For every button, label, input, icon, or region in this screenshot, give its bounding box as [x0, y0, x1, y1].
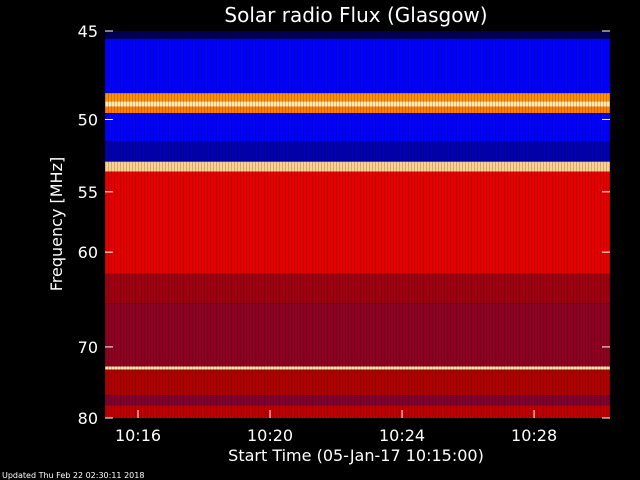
x-tick-label-3: 10:28	[511, 426, 557, 445]
axis-ticks	[105, 30, 610, 419]
y-tick-label-5: 80	[78, 409, 98, 428]
x-tick-labels: 10:16 10:20 10:24 10:28	[115, 426, 557, 445]
y-tick-label-3: 60	[78, 243, 98, 262]
y-tick-label-2: 55	[78, 183, 98, 202]
plot-area	[105, 30, 610, 419]
y-tick-labels: 45 50 55 60 70 80	[78, 22, 98, 428]
x-tick-label-2: 10:24	[379, 426, 425, 445]
texture-overlay	[105, 31, 610, 418]
x-tick-label-1: 10:20	[247, 426, 293, 445]
x-axis-label: Start Time (05-Jan-17 10:15:00)	[228, 446, 484, 465]
y-tick-label-0: 45	[78, 22, 98, 41]
updated-timestamp: Updated Thu Feb 22 02:30:11 2018	[2, 471, 144, 480]
y-tick-label-4: 70	[78, 338, 98, 357]
x-tick-label-0: 10:16	[115, 426, 161, 445]
y-tick-label-1: 50	[78, 110, 98, 129]
y-axis-label: Frequency [MHz]	[47, 157, 66, 291]
chart-title: Solar radio Flux (Glasgow)	[224, 3, 487, 27]
